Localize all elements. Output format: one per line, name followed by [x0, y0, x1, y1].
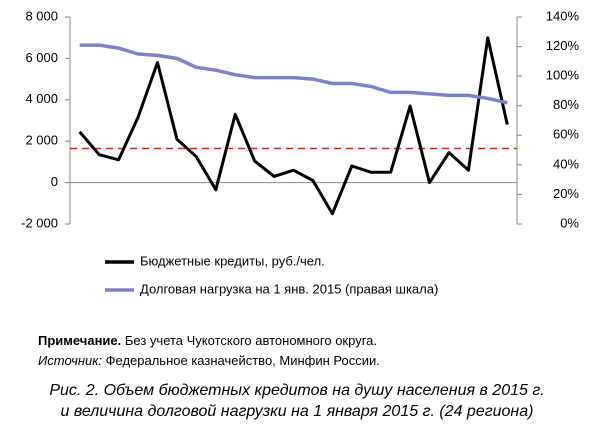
y-tick-label: 2 000 [25, 133, 58, 148]
caption: Рис. 2. Объем бюджетных кредитов на душу… [49, 382, 544, 399]
y2-tick-label: 60% [553, 127, 579, 142]
y-tick-label: 0 [51, 174, 58, 189]
note-label: Примечание. [38, 333, 121, 348]
source-label: Источник: [38, 353, 102, 368]
series-line [79, 43, 508, 105]
legend-label: Бюджетные кредиты, руб./чел. [140, 253, 325, 268]
note-text: Без учета Чукотского автономного округа. [121, 333, 377, 348]
y-tick-label: -2 000 [21, 215, 58, 230]
y2-tick-label: 100% [546, 68, 580, 83]
source: Источник: Федеральное казначейство, Минф… [38, 353, 380, 368]
y2-tick-label: 140% [546, 8, 580, 23]
note: Примечание. Без учета Чукотского автоном… [38, 333, 377, 348]
y2-tick-label: 0% [560, 215, 579, 230]
y-tick-label: 8 000 [25, 8, 58, 23]
y2-tick-label: 20% [553, 186, 579, 201]
y2-tick-label: 80% [553, 97, 579, 112]
y-tick-label: 6 000 [25, 50, 58, 65]
legend-label: Долговая нагрузка на 1 янв. 2015 (правая… [140, 281, 438, 296]
series-line [78, 36, 509, 216]
y2-tick-label: 120% [546, 38, 580, 53]
y2-tick-label: 40% [553, 156, 579, 171]
y-tick-label: 4 000 [25, 91, 58, 106]
caption: и величина долговой нагрузки на 1 января… [61, 403, 534, 420]
source-text: Федеральное казначейство, Минфин России. [102, 353, 380, 368]
